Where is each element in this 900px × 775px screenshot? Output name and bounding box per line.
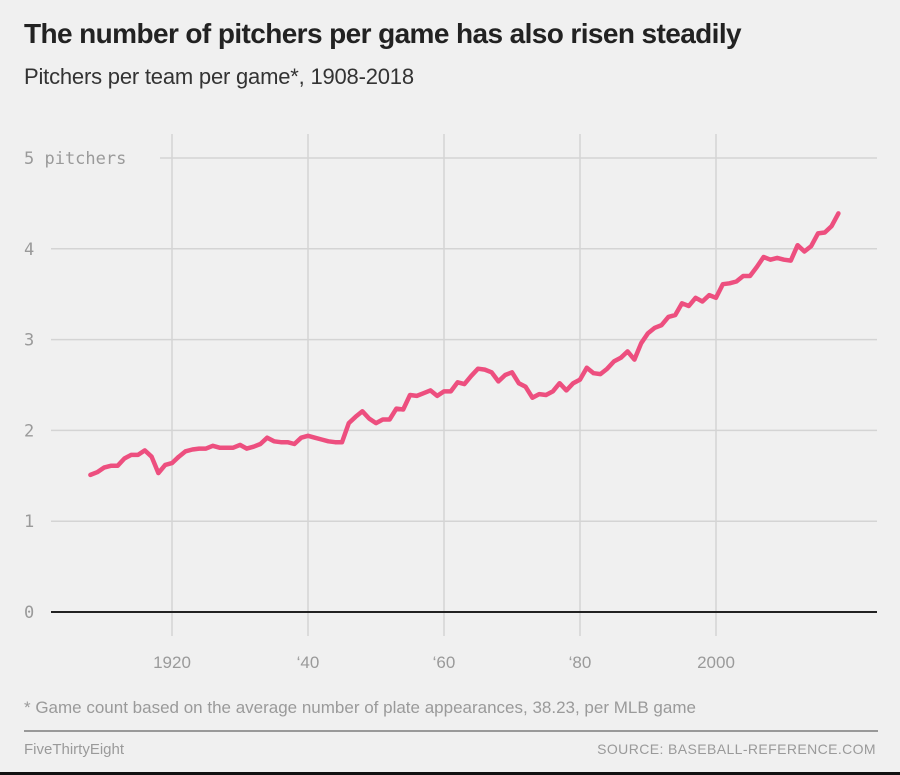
x-tick-label: ‘40 bbox=[297, 653, 320, 672]
bottom-border bbox=[0, 772, 900, 775]
y-tick-label: 0 bbox=[24, 603, 34, 623]
series-line-pitchers-per-game bbox=[88, 211, 841, 478]
y-axis-labels: 0 1 2 3 4 5 pitchers bbox=[24, 149, 126, 623]
y-tick-label: 3 bbox=[24, 331, 34, 351]
line-chart: 0 1 2 3 4 5 pitchers 1920 ‘40 ‘60 ‘80 2000 bbox=[24, 134, 877, 672]
x-axis-labels: 1920 ‘40 ‘60 ‘80 2000 bbox=[153, 653, 735, 672]
y-tick-label: 4 bbox=[24, 240, 34, 260]
y-tick-label: 1 bbox=[24, 512, 34, 532]
footnote: * Game count based on the average number… bbox=[24, 698, 696, 717]
x-tick-label: ‘80 bbox=[569, 653, 592, 672]
y-tick-label: 5 pitchers bbox=[24, 149, 126, 169]
x-tick-label: ‘60 bbox=[433, 653, 456, 672]
chart-subtitle: Pitchers per team per game*, 1908-2018 bbox=[24, 64, 414, 89]
y-gridlines bbox=[51, 157, 877, 522]
data-points bbox=[88, 211, 840, 477]
x-tick-label: 2000 bbox=[697, 653, 735, 672]
x-gridlines bbox=[171, 134, 717, 636]
brand-label: FiveThirtyEight bbox=[24, 741, 125, 758]
y-tick-label: 2 bbox=[24, 421, 34, 441]
footer-divider bbox=[24, 730, 878, 732]
source-label: SOURCE: BASEBALL-REFERENCE.COM bbox=[597, 741, 876, 757]
chart-title: The number of pitchers per game has also… bbox=[24, 18, 742, 49]
x-tick-label: 1920 bbox=[153, 653, 191, 672]
